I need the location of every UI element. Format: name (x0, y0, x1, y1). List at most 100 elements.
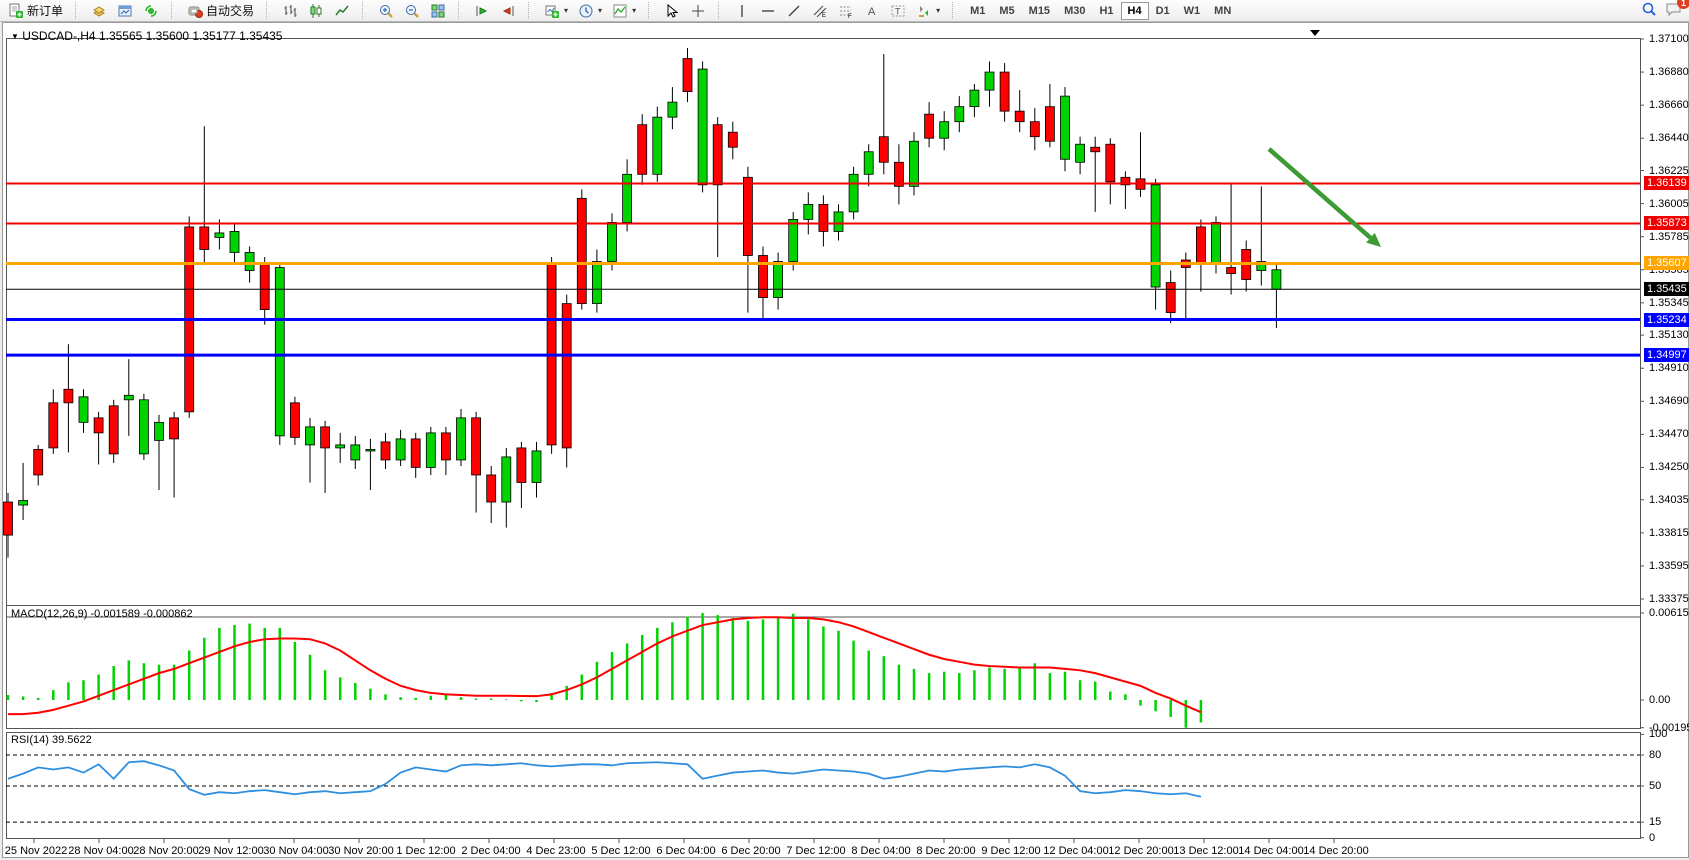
timeframe-M30[interactable]: M30 (1064, 4, 1086, 17)
candle (214, 232, 225, 238)
dropdown-caret-icon[interactable]: ▾ (632, 6, 637, 15)
toolbar-separator (171, 2, 177, 19)
timeframe-M1[interactable]: M1 (970, 4, 986, 17)
time-axis-label: 1 Dec 12:00 (396, 845, 456, 857)
timeframe-M5[interactable]: M5 (999, 4, 1015, 17)
zoom-out-button[interactable] (399, 1, 425, 21)
candle (1090, 146, 1101, 153)
time-axis-label: 14 Dec 04:00 (1238, 845, 1304, 857)
chart-shift-button[interactable] (469, 1, 495, 21)
quotes-button[interactable] (86, 1, 112, 21)
candle (456, 417, 466, 461)
hline-icon (760, 3, 776, 19)
annotation-arrow[interactable] (1267, 147, 1372, 240)
new-chart-button[interactable]: ▾ (539, 1, 573, 21)
chart-canvas[interactable] (3, 23, 1688, 857)
candle (652, 116, 663, 175)
line-chart-icon (334, 3, 350, 19)
notifications-icon[interactable]: 1 (1665, 0, 1689, 20)
toolbar-group (466, 0, 524, 21)
toolbar-group (370, 0, 454, 21)
chart-window[interactable]: ▼ USDCAD-,H4 1.35565 1.35600 1.35177 1.3… (2, 22, 1689, 858)
periods-button[interactable]: ▾ (573, 1, 607, 21)
macd-value: -0.001589 (90, 608, 141, 620)
timeframe-D1[interactable]: D1 (1155, 4, 1170, 17)
equidistant-channel-button[interactable]: E (807, 1, 833, 21)
line-chart-button[interactable] (329, 1, 355, 21)
text-button[interactable]: A (859, 1, 885, 21)
toolbar-group (83, 0, 167, 21)
charts-window-button[interactable] (112, 1, 138, 21)
macd-histogram (6, 613, 1203, 728)
toolbar-separator (458, 2, 464, 19)
timeframe-H1[interactable]: H1 (1099, 4, 1114, 17)
candle-chart-button[interactable] (303, 1, 329, 21)
level-price-badge: 1.35873 (1644, 216, 1689, 231)
trendline-icon (786, 3, 802, 19)
rsi-name: RSI(14) (11, 734, 49, 746)
search-icon[interactable] (1641, 1, 1657, 20)
price-axis-label: 1.33375 (1649, 593, 1689, 605)
candle (848, 173, 859, 213)
candle (410, 438, 421, 468)
indicators-button[interactable]: ▾ (607, 1, 641, 21)
candle (274, 267, 285, 437)
dropdown-caret-icon[interactable]: ▾ (598, 6, 603, 15)
horizontal-line-button[interactable] (755, 1, 781, 21)
crosshair-button[interactable] (685, 1, 711, 21)
text-label-button[interactable]: T (885, 1, 911, 21)
price-axis-label: 1.33815 (1649, 526, 1689, 539)
new-order-button[interactable]: 新订单 (3, 0, 68, 21)
price-axis-label: 1.36880 (1649, 66, 1689, 79)
candle (335, 444, 346, 449)
toolbar-separator (362, 2, 368, 19)
time-axis-label: 28 Nov 04:00 (68, 845, 134, 857)
shapes-icon (916, 3, 932, 19)
candle (138, 399, 149, 455)
time-axis-label: 6 Dec 20:00 (721, 845, 781, 857)
dropdown-caret-icon[interactable]: ▾ (936, 6, 941, 15)
price-axis-label: 1.35785 (1649, 230, 1689, 243)
candle (969, 89, 980, 108)
bar-chart-button[interactable] (277, 1, 303, 21)
toolbar-separator (266, 2, 272, 19)
timeframe-H4[interactable]: H4 (1120, 1, 1149, 20)
fibonacci-button[interactable]: F (833, 1, 859, 21)
candle (894, 161, 904, 187)
chart-title: ▼ USDCAD-,H4 1.35565 1.35600 1.35177 1.3… (11, 29, 282, 43)
candle (380, 441, 391, 461)
channel-icon: E (812, 3, 828, 19)
auto-scroll-button[interactable] (495, 1, 521, 21)
collapse-icon[interactable]: ▼ (11, 32, 19, 41)
trendline-button[interactable] (781, 1, 807, 21)
candle (1271, 269, 1282, 290)
new-order-button-label: 新订单 (27, 4, 64, 18)
candle (1211, 222, 1221, 265)
new-chart-icon (544, 3, 560, 19)
price-axis-label: 1.34035 (1649, 493, 1689, 506)
vertical-line-button[interactable] (729, 1, 755, 21)
candle (727, 131, 738, 148)
zoom-in-button[interactable] (373, 1, 399, 21)
navigator-button[interactable] (138, 1, 164, 21)
cursor-button[interactable] (659, 1, 685, 21)
candlestick-series[interactable] (3, 48, 1282, 558)
time-axis-label: 30 Nov 20:00 (328, 845, 394, 857)
toolbar-separator (718, 2, 724, 19)
candle (350, 444, 361, 461)
price-axis-label: 1.37100 (1649, 33, 1689, 45)
timeframe-MN[interactable]: MN (1214, 4, 1232, 17)
timeframe-W1[interactable]: W1 (1183, 4, 1201, 17)
timeframe-M15[interactable]: M15 (1028, 4, 1051, 17)
zoom-out-icon (404, 3, 420, 19)
candle (486, 474, 497, 503)
candle (758, 255, 768, 298)
shapes-button[interactable]: ▾ (911, 1, 945, 21)
tile-windows-button[interactable] (425, 1, 451, 21)
candle (1196, 226, 1206, 265)
candle (1105, 143, 1116, 183)
dropdown-caret-icon[interactable]: ▾ (564, 6, 569, 15)
autotrading-button[interactable]: 自动交易 (182, 0, 259, 21)
candle (1045, 106, 1055, 142)
